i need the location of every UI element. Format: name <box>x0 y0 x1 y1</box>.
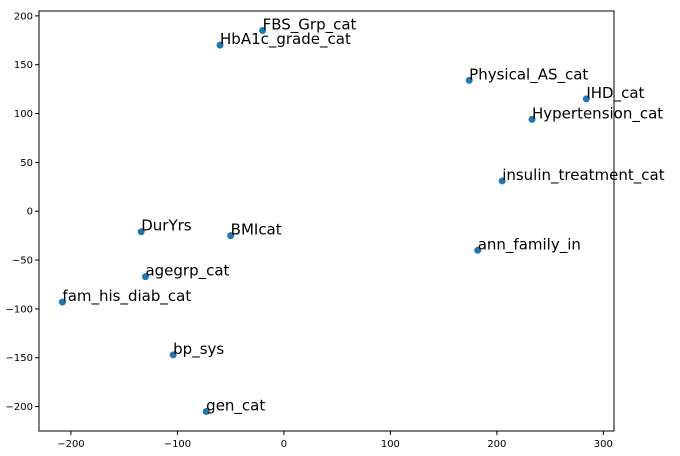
data-point <box>216 41 224 49</box>
data-label: agegrp_cat <box>145 262 229 281</box>
y-tick-label: −150 <box>6 353 33 364</box>
y-tick-label: 50 <box>20 158 33 169</box>
data-point <box>202 407 210 415</box>
y-tick-label: 0 <box>27 207 33 218</box>
y-tick-label: 200 <box>14 11 33 22</box>
data-label: ann_family_in <box>478 235 581 254</box>
data-label: gen_cat <box>206 396 265 415</box>
y-tick-label: 100 <box>14 109 33 120</box>
data-point <box>465 76 473 84</box>
data-point <box>259 27 267 35</box>
x-tick-label: −100 <box>164 439 191 450</box>
data-points <box>58 27 590 415</box>
data-point <box>137 228 145 236</box>
data-point <box>58 298 66 306</box>
y-tick-label: −50 <box>12 256 33 267</box>
data-label: FBS_Grp_cat <box>263 16 357 35</box>
data-label: IHD_cat <box>586 84 644 103</box>
data-point <box>582 95 590 103</box>
x-tick-label: −200 <box>57 439 84 450</box>
x-tick-label: 100 <box>381 439 400 450</box>
data-label: DurYrs <box>141 217 192 235</box>
data-label: bp_sys <box>173 340 224 359</box>
data-label: Hypertension_cat <box>532 104 663 123</box>
data-label: fam_his_diab_cat <box>62 287 191 306</box>
data-point <box>227 232 235 240</box>
x-axis: −200 −100 0 100 200 300 <box>57 431 613 450</box>
data-point <box>169 351 177 359</box>
data-point <box>498 177 506 185</box>
data-point <box>474 246 482 254</box>
plot-frame <box>38 10 615 432</box>
y-tick-label: 150 <box>14 60 33 71</box>
x-tick-label: 0 <box>281 439 287 450</box>
data-point <box>528 115 536 123</box>
data-label: HbA1c_grade_cat <box>220 30 351 49</box>
x-tick-label: 300 <box>594 439 613 450</box>
x-tick-label: 200 <box>487 439 506 450</box>
data-label: insulin_treatment_cat <box>502 166 665 185</box>
data-label: Physical_AS_cat <box>469 65 588 84</box>
data-label: BMIcat <box>231 221 282 239</box>
data-point <box>141 273 149 281</box>
y-tick-label: −100 <box>6 304 33 315</box>
y-tick-label: −200 <box>6 402 33 413</box>
y-axis: −200 −150 −100 −50 0 50 100 150 200 <box>6 11 39 413</box>
